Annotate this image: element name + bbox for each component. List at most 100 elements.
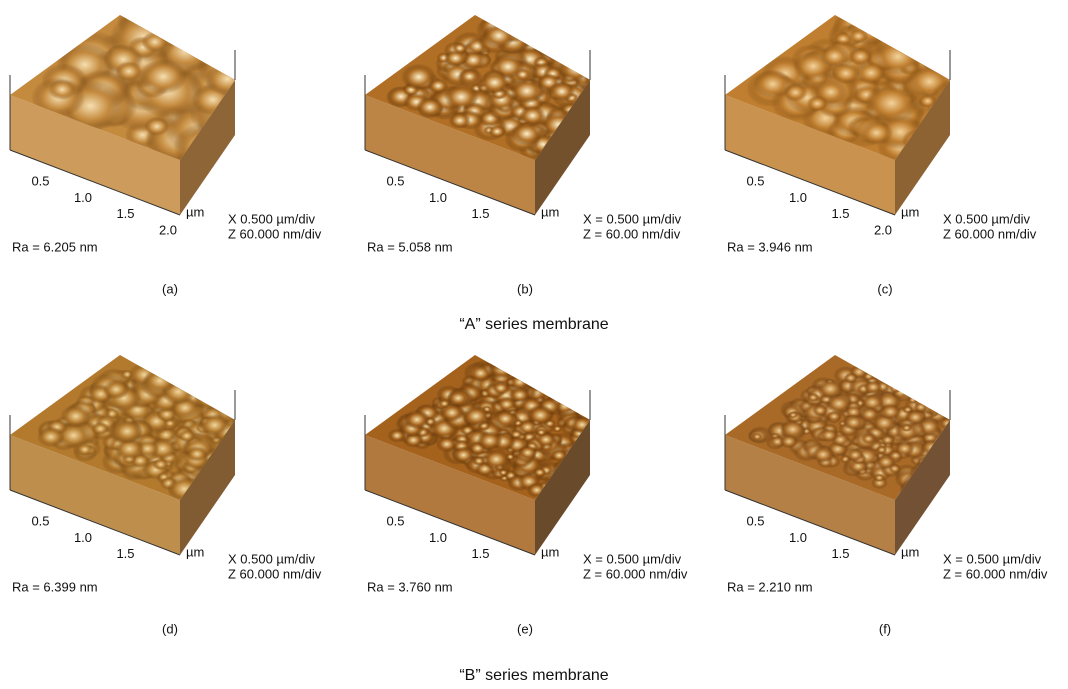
- bump: [269, 410, 289, 425]
- bump: [977, 64, 1001, 82]
- tick-label: 0.5: [746, 174, 764, 189]
- bump: [509, 374, 530, 390]
- bump: [982, 410, 1003, 426]
- bump: [638, 417, 653, 428]
- bump: [650, 419, 669, 433]
- bump: [543, 34, 556, 44]
- bump: [958, 449, 971, 458]
- bump: [866, 364, 875, 371]
- bump: [1000, 63, 1035, 89]
- bump: [144, 117, 169, 136]
- bump: [526, 372, 543, 385]
- bump: [609, 58, 634, 77]
- bump: [975, 440, 991, 452]
- bump: [511, 122, 543, 146]
- bump: [954, 78, 982, 99]
- bump: [506, 18, 524, 31]
- bump: [267, 421, 286, 435]
- bump: [817, 379, 843, 399]
- bump: [589, 438, 616, 458]
- bump: [588, 82, 602, 93]
- bump: [938, 385, 948, 392]
- bump: [807, 393, 819, 402]
- bump: [598, 83, 626, 104]
- bump: [864, 380, 882, 394]
- bump: [182, 373, 198, 385]
- bump: [905, 29, 929, 47]
- bump: [76, 443, 93, 456]
- bump: [959, 57, 1003, 90]
- bump: [623, 77, 645, 94]
- bump: [586, 429, 616, 451]
- bump: [598, 89, 610, 98]
- bump: [887, 361, 910, 378]
- bump: [558, 56, 594, 83]
- bump: [587, 45, 602, 56]
- bump: [590, 424, 614, 442]
- tick-label: 0.5: [31, 174, 49, 189]
- bump: [861, 433, 876, 444]
- bump: [134, 345, 165, 369]
- bump: [488, 358, 516, 379]
- bump: [597, 65, 612, 76]
- bump: [599, 85, 611, 94]
- bump: [889, 363, 909, 378]
- bump: [617, 407, 631, 417]
- bump: [242, 451, 254, 460]
- bump: [254, 433, 289, 459]
- bump: [598, 442, 611, 452]
- tick-label: 0.5: [386, 174, 404, 189]
- bump: [970, 449, 985, 460]
- bump: [971, 408, 998, 428]
- bump: [946, 84, 981, 110]
- bump: [956, 419, 970, 430]
- bump: [273, 414, 302, 435]
- bump: [606, 445, 617, 453]
- bump: [506, 14, 533, 34]
- bump: [242, 426, 258, 438]
- bump: [889, 383, 902, 393]
- bump: [449, 112, 471, 129]
- bump: [596, 425, 620, 443]
- bump: [602, 423, 632, 445]
- bump: [964, 71, 996, 95]
- bump: [627, 429, 656, 451]
- bump: [986, 68, 1039, 107]
- bump: [139, 59, 187, 95]
- bump: [505, 361, 522, 373]
- bump: [971, 81, 1024, 121]
- bump: [967, 426, 991, 444]
- bump: [988, 407, 1010, 423]
- panel-label: (f): [879, 621, 891, 636]
- bump: [1020, 413, 1040, 428]
- bump: [886, 366, 910, 384]
- bump: [529, 368, 558, 390]
- page: {"panels": [ {"label": "(a)", "ra": "Ra …: [0, 0, 1068, 684]
- bump: [986, 402, 1001, 413]
- bump: [141, 32, 168, 52]
- panel-label: (a): [162, 281, 178, 296]
- bump: [488, 125, 506, 138]
- bump: [604, 59, 632, 80]
- bump: [621, 423, 633, 432]
- bump: [501, 12, 515, 23]
- bump: [843, 414, 865, 430]
- bump: [234, 454, 254, 469]
- bump: [976, 421, 992, 433]
- bump: [277, 435, 293, 447]
- tick-label: 1.5: [116, 206, 134, 221]
- bump: [812, 446, 835, 463]
- bump: [905, 409, 926, 425]
- bump: [596, 119, 614, 133]
- bump: [600, 456, 618, 470]
- bump: [592, 51, 624, 75]
- bump: [642, 423, 655, 433]
- bump: [252, 95, 277, 114]
- bump: [621, 434, 640, 448]
- bump: [553, 47, 573, 62]
- bump: [614, 408, 637, 426]
- bump: [157, 357, 173, 369]
- bump: [611, 104, 630, 118]
- tick-label: 1.5: [471, 546, 489, 561]
